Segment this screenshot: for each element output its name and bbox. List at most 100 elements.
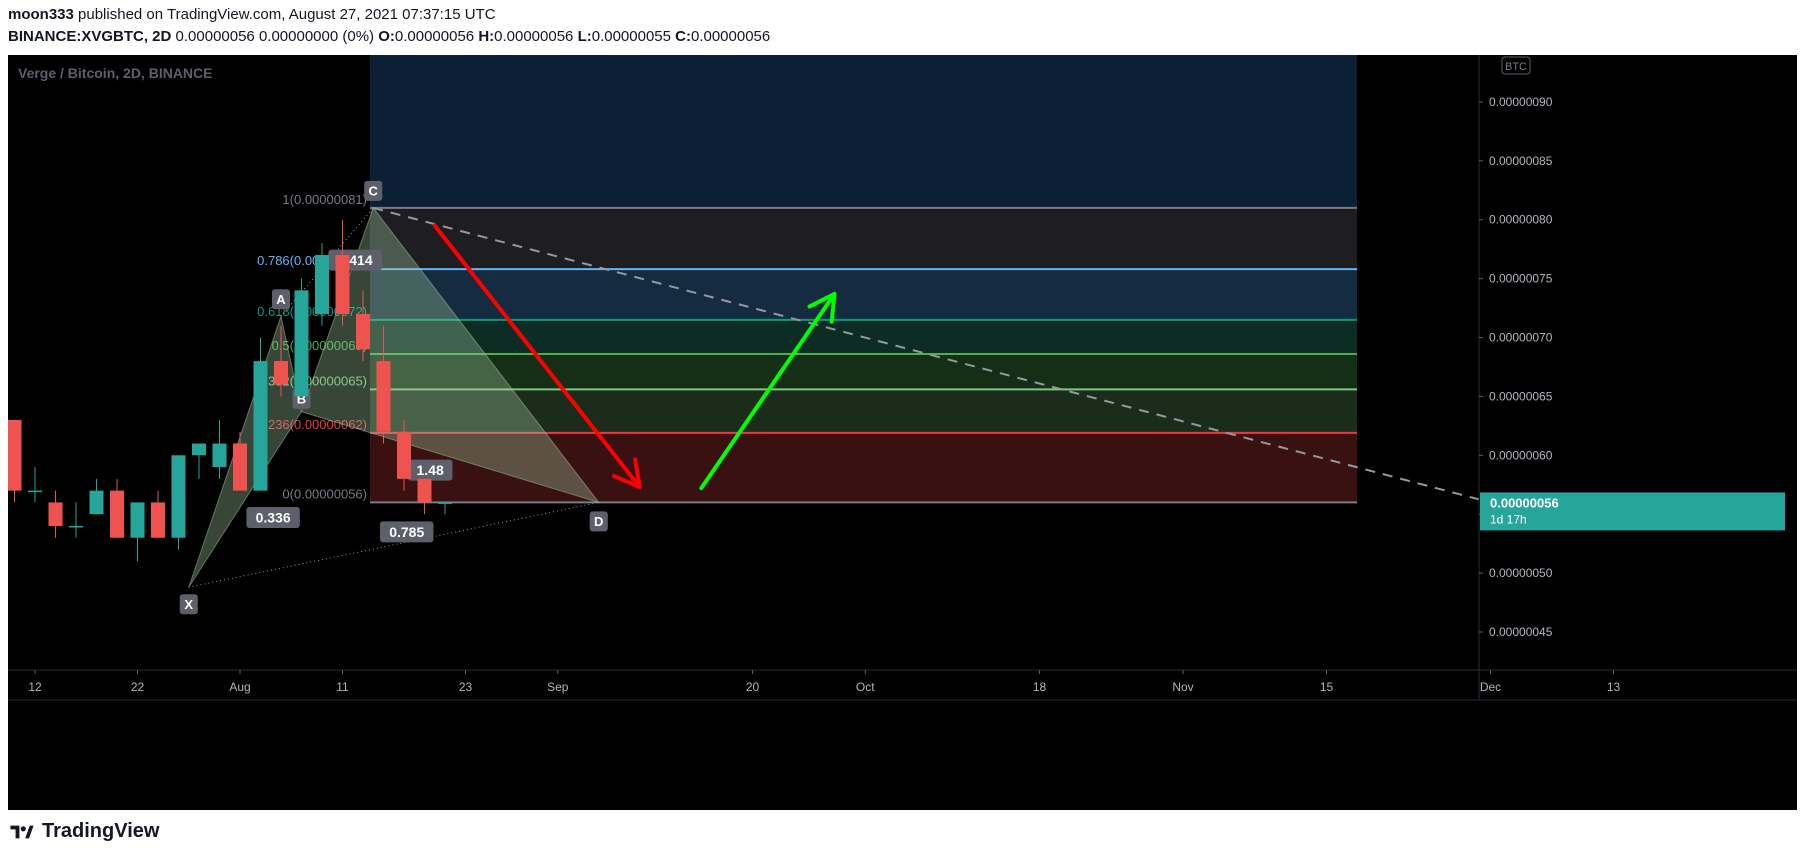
candle-body [335, 255, 350, 314]
pattern-point-D-bg [589, 511, 608, 532]
pattern-point-C-bg [364, 180, 383, 201]
candle-body [417, 478, 432, 503]
candle [397, 419, 411, 491]
time-tick-label: 13 [1607, 680, 1621, 694]
candle-body [356, 313, 370, 350]
arrow-up-head [807, 291, 837, 324]
time-tick-label: Sep [547, 680, 569, 694]
pattern-point-A-text: A [276, 292, 286, 307]
candle [356, 290, 370, 362]
pattern-ratio-3[interactable]: 0.785 [380, 521, 434, 543]
candle-body [376, 361, 391, 432]
time-tick-label: Oct [856, 680, 875, 694]
candle [438, 502, 452, 515]
time-tick-label: 18 [1033, 680, 1047, 694]
currency-badge: BTC [1501, 56, 1531, 75]
chart-area[interactable]: 1(0.00000081) 0.786(0.00000076) 0.618(0.00… [8, 55, 1797, 810]
pattern-point-D[interactable]: D [589, 511, 608, 532]
pattern-point-C[interactable]: C [364, 180, 383, 201]
open-label: O: [378, 28, 395, 45]
price-tick-label: 0.00000070 [1489, 331, 1553, 345]
pattern-ratio-2[interactable]: 1.48 [407, 459, 453, 481]
pattern-point-X-bg [179, 594, 198, 615]
fib-zone-0.236 [370, 432, 1357, 503]
pattern-xd-line [188, 501, 599, 588]
candle-body [192, 443, 206, 456]
symbol: BINANCE:XVGBTC, 2D [8, 28, 172, 45]
axes: 0.000000450.000000500.000000550.00000060… [8, 55, 1797, 701]
footer: TradingView [8, 820, 159, 843]
candle-body [8, 419, 22, 491]
drawings[interactable] [372, 206, 1491, 504]
high-label: H: [478, 28, 495, 45]
candle-body [89, 490, 104, 515]
high-value: 0.00000056 [494, 28, 574, 45]
fib-level-label-0: 0(0.00000056) [282, 486, 367, 501]
arrow-down-head [612, 457, 642, 490]
change: 0.00000056 0.00000000 (0%) [175, 28, 375, 45]
candle-body [151, 502, 165, 538]
symbol-info: BINANCE:XVGBTC, 2D 0.00000056 0.00000000… [8, 28, 770, 45]
pattern-point-A-bg [271, 289, 291, 310]
pattern-point-X[interactable]: X [179, 594, 198, 615]
candle [151, 490, 165, 538]
time-tick-label: 12 [28, 680, 42, 694]
time-tick-label: 23 [459, 680, 473, 694]
candle [274, 325, 288, 397]
fib-zone-0.5 [370, 353, 1357, 390]
candle [376, 325, 391, 444]
pattern-ratio-0-bg [246, 506, 300, 528]
open-value: 0.00000056 [394, 28, 475, 45]
price-tick-label: 0.00000075 [1489, 272, 1553, 286]
last-price-tag: 0.00000056 1d 17h [1480, 492, 1785, 531]
fib-zone-1 [370, 207, 1357, 270]
pattern-point-C-text: C [369, 184, 379, 199]
pattern-ratio-3-text: 0.785 [389, 524, 424, 540]
price-tick-label: 0.00000050 [1489, 566, 1553, 580]
low-value: 0.00000055 [591, 28, 671, 45]
candle [253, 337, 268, 491]
fib-level-label-0.236: 0.236(0.00000062) [257, 417, 367, 432]
candle [335, 219, 350, 326]
candle-body [69, 525, 83, 528]
pattern-point-B-text: B [297, 391, 306, 406]
candle-body [110, 490, 124, 538]
arrow-up[interactable] [699, 291, 837, 491]
time-tick-label: 20 [746, 680, 760, 694]
chart-svg[interactable]: 1(0.00000081)0.786(0.00000076)0.618(0.00… [8, 55, 1797, 810]
candle [69, 502, 83, 538]
candle [192, 443, 206, 479]
candle [110, 478, 124, 538]
close-value: 0.00000056 [690, 28, 771, 45]
arrow-up-shaft [699, 291, 837, 491]
candle-body [233, 443, 247, 491]
candle-body [171, 455, 186, 538]
fib-level-label-1: 1(0.00000081) [282, 192, 367, 207]
candle-body [397, 431, 411, 479]
last-price-tag-bg [1480, 492, 1785, 531]
price-tick-label: 0.00000080 [1489, 213, 1553, 227]
candle-body [28, 490, 42, 493]
pattern-ratio-3-bg [380, 521, 434, 543]
trendline-dashed[interactable] [372, 206, 1491, 504]
candle [315, 243, 329, 326]
price-tick-label: 0.00000065 [1489, 389, 1553, 403]
publish-text: published on TradingView.com, August 27,… [78, 6, 496, 23]
price-tick-label: 0.00000085 [1489, 154, 1553, 168]
pattern-ratio-2-bg [407, 459, 453, 481]
candle-body [274, 361, 288, 385]
pattern-point-D-text: D [594, 514, 603, 529]
last-price-countdown: 1d 17h [1490, 512, 1527, 526]
price-tick-label: 0.00000060 [1489, 448, 1553, 462]
fib-extension-zone [370, 55, 1357, 208]
candle [212, 419, 227, 479]
candle [8, 419, 22, 503]
candle-body [48, 502, 63, 526]
time-tick-label: 11 [336, 680, 349, 694]
candle [48, 490, 63, 538]
time-tick-label: Nov [1172, 680, 1193, 694]
pattern-ratio-0[interactable]: 0.336 [246, 506, 300, 528]
pattern-point-A[interactable]: A [271, 289, 291, 310]
arrow-down[interactable] [432, 223, 642, 490]
arrow-down-shaft [432, 223, 642, 490]
